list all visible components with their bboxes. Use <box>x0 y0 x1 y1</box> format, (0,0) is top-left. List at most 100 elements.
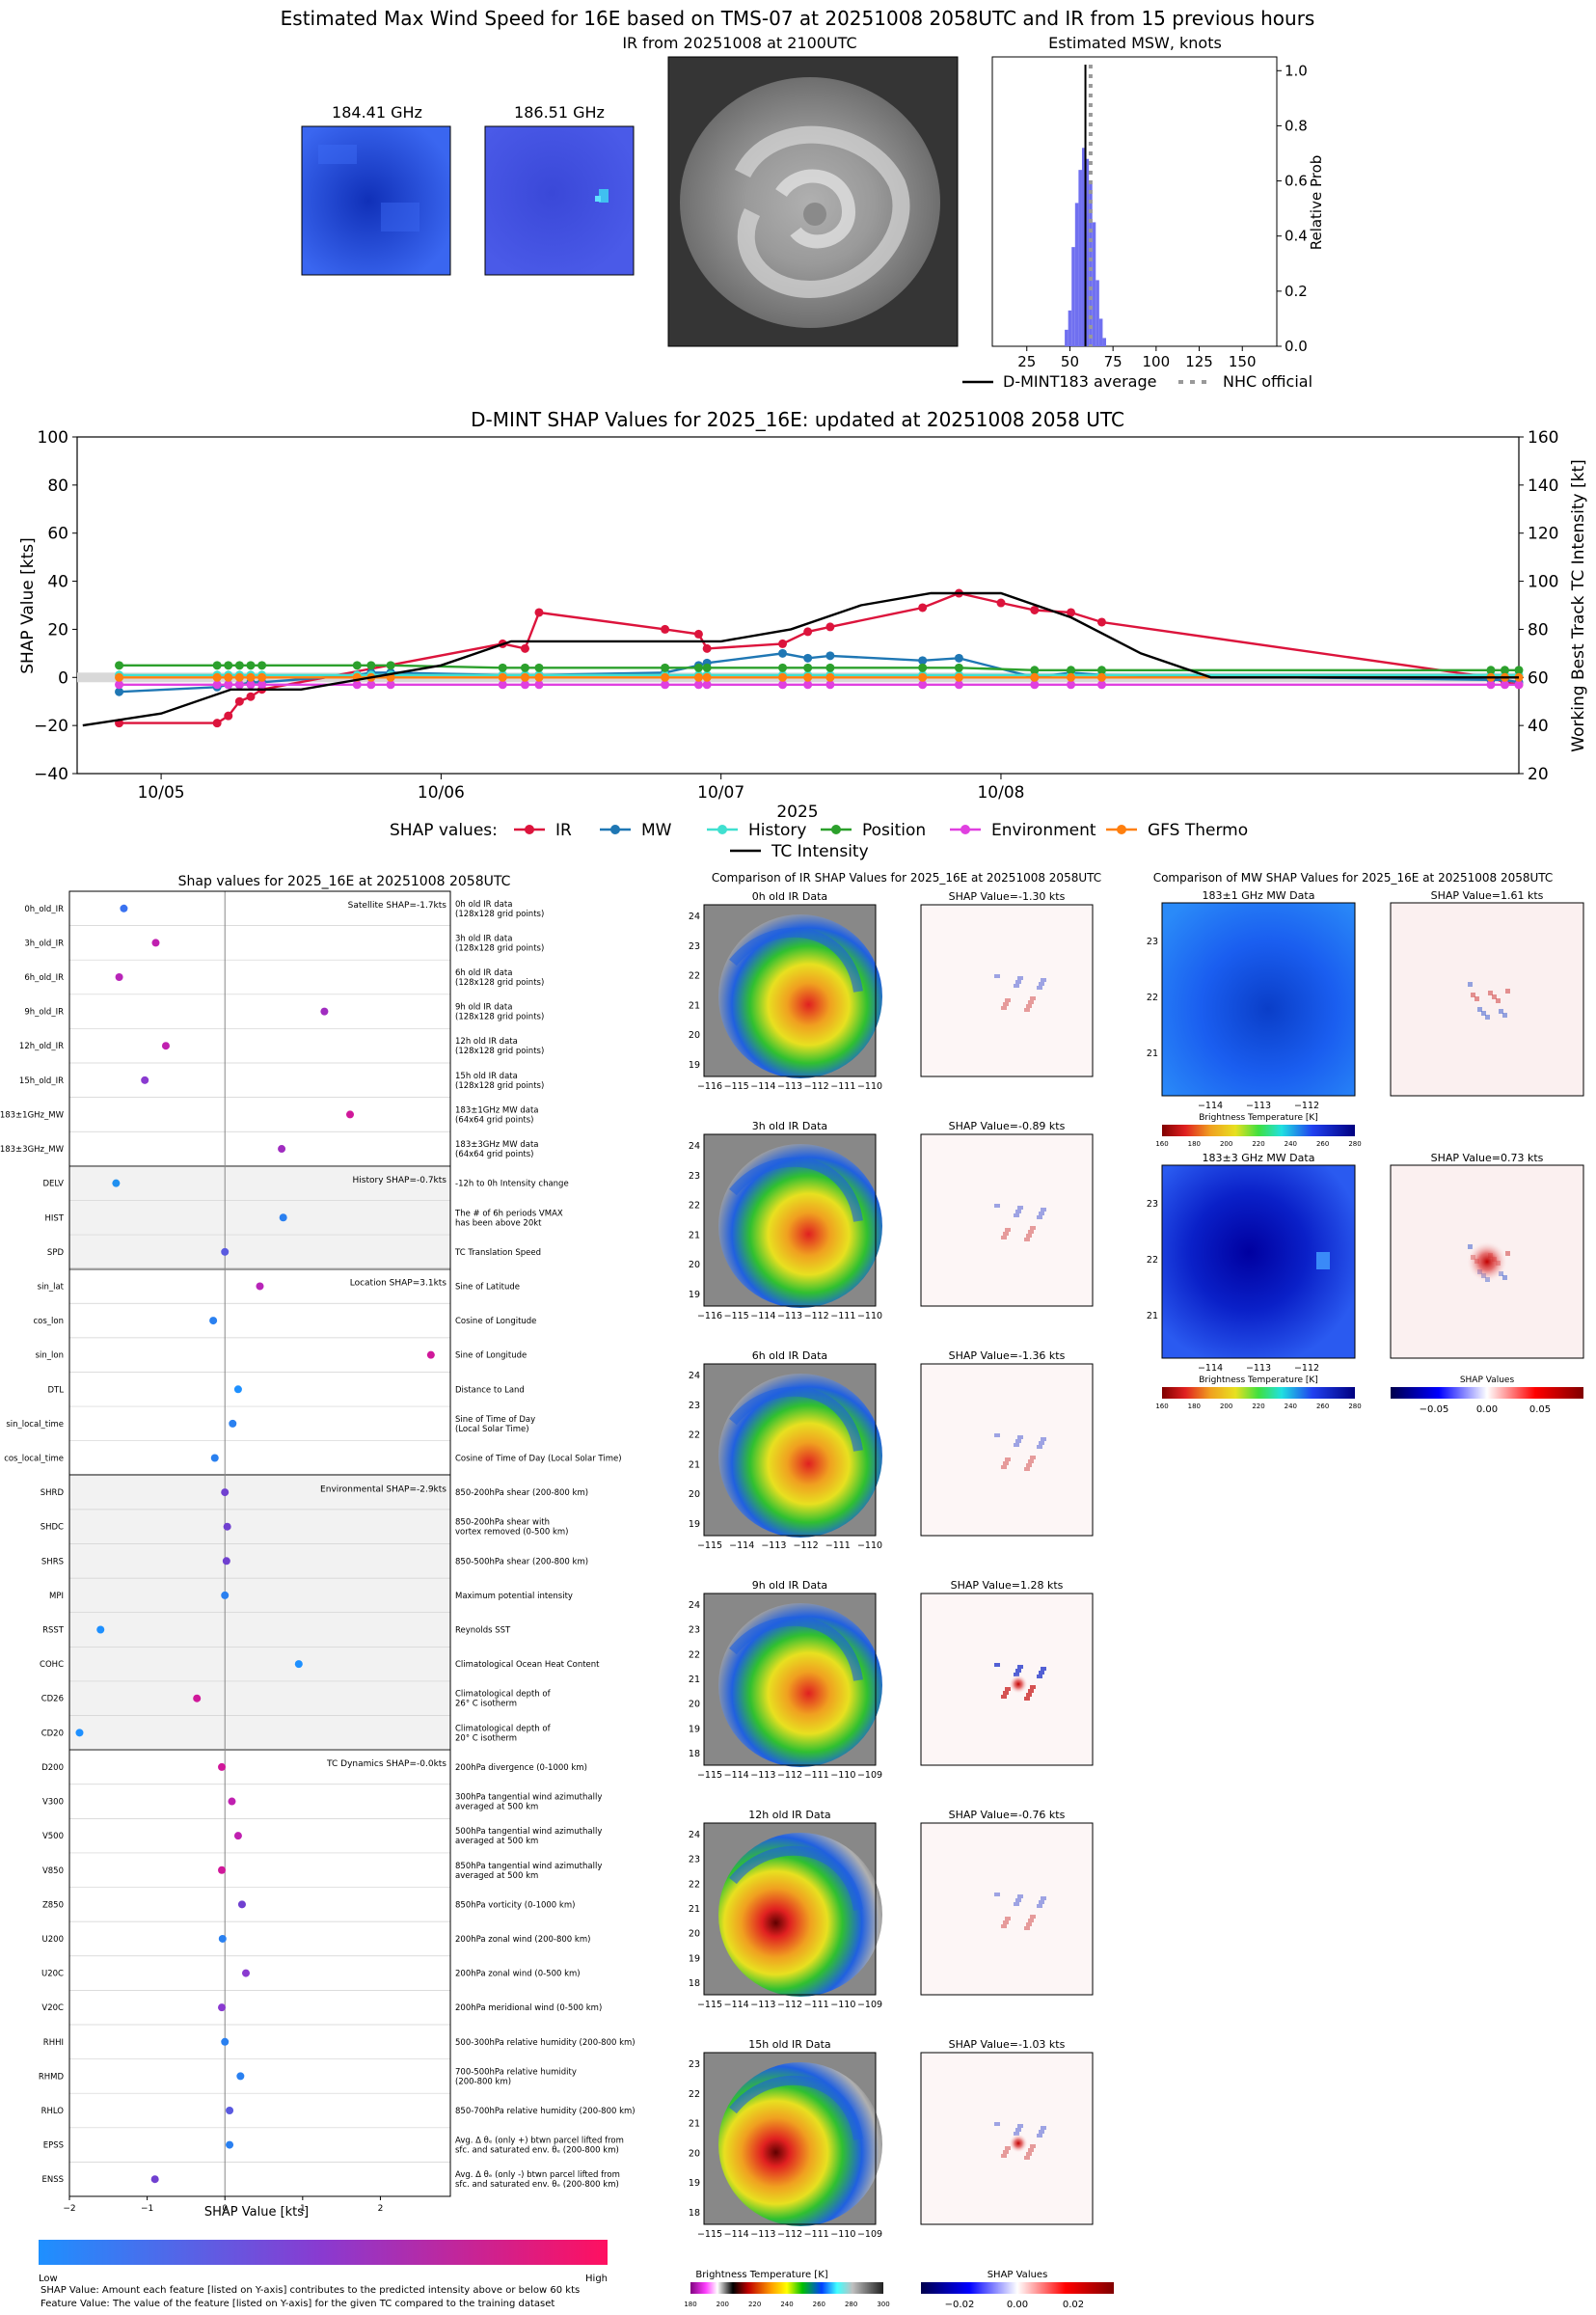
msw-ytick-label-1: 0.2 <box>1285 283 1308 300</box>
shap-feature-name-37: ENSS <box>41 2175 64 2185</box>
ts-legend-label-3: Position <box>862 821 926 840</box>
mw-ytick-0-1: 22 <box>1147 993 1158 1003</box>
ir-shap-speckle-5-4 <box>1041 2126 1046 2130</box>
ir-ytick-4-2: 22 <box>689 1879 700 1890</box>
colorbar-high-label: High <box>585 2274 608 2284</box>
ir-image-storm-1 <box>718 1144 882 1308</box>
ts-ytick-left-label-5: 60 <box>47 525 68 544</box>
ts-ytick-left-label-4: 40 <box>47 573 68 592</box>
shap-point-3 <box>320 1007 329 1016</box>
shap-feature-desc-23-0: Climatological depth of <box>455 1690 552 1700</box>
timeseries-chart: −40 −20 0 20 40 60 80 100 20 40 60 80 100 120 140 160 10… <box>34 428 1558 803</box>
shap-feature-name-25: D200 <box>41 1763 64 1773</box>
shap-feature-name-4: 12h_old_IR <box>19 1042 64 1051</box>
ir-image-frame-4 <box>703 1822 877 1996</box>
ts-ytick-left-label-6: 80 <box>47 477 68 496</box>
mw-ytick-1-0: 23 <box>1147 1199 1158 1210</box>
msw-bar-7 <box>1089 183 1093 346</box>
ts-ytick-left-label-1: −20 <box>34 717 68 736</box>
ir-image-storm-2 <box>718 1374 882 1538</box>
mw-xtick-0-1: −113 <box>1246 1101 1271 1111</box>
ir-xtick-5-5: −110 <box>830 2229 855 2240</box>
shap-point-29 <box>237 1900 246 1909</box>
mw-image-spot-1 <box>1316 1252 1330 1269</box>
mw-shap-speckle-1-0 <box>1468 1244 1473 1249</box>
shap-point-18 <box>223 1522 231 1531</box>
ir-xtick-5-2: −113 <box>750 2229 775 2240</box>
mw-shap-cbar-tick-1: 0.00 <box>1476 1404 1498 1415</box>
shap-point-10 <box>221 1247 230 1256</box>
shap-feature-name-1: 3h_old_IR <box>24 939 64 948</box>
ir-shap-speckle-2-12 <box>1037 1445 1042 1449</box>
ir-shap-speckle-1-12 <box>1037 1215 1042 1219</box>
shap-point-12 <box>209 1317 218 1325</box>
shap-feature-chart: Satellite SHAP=-1.7kts History SHAP=-0.7k… <box>0 890 636 2214</box>
shap-feature-desc-26-1: averaged at 500 km <box>455 1803 538 1812</box>
mw2-title: 186.51 GHz <box>514 103 605 122</box>
ir-shap-speckle-2-1 <box>1030 1456 1036 1459</box>
shap-feature-desc-21-0: Reynolds SST <box>455 1626 511 1636</box>
ir-shap-speckle-2-4 <box>1041 1437 1046 1441</box>
msw-bar-2 <box>1071 247 1075 346</box>
ir-shap-speckle-4-3 <box>1005 1917 1011 1920</box>
ir-row-title-2: 6h old IR Data <box>752 1349 827 1362</box>
ts-point-ir-20 <box>1096 617 1106 627</box>
shap-feature-name-23: CD26 <box>41 1695 64 1704</box>
shap-point-0 <box>120 904 128 912</box>
msw-legend: D-MINT183 average NHC official <box>962 372 1312 391</box>
ir-shap-speckle-4-4 <box>1041 1896 1046 1900</box>
shap-feature-desc-4-1: (128x128 grid points) <box>455 1047 544 1056</box>
ts-point-gfs-thermo-3 <box>234 672 244 682</box>
ir-shap-speckle-3-6 <box>1015 1669 1021 1673</box>
ir-ytick-1-4: 20 <box>689 1260 700 1270</box>
ts-point-environment-19 <box>954 680 963 690</box>
msw-ytick-label-5: 1.0 <box>1285 62 1308 79</box>
ir-ytick-0-4: 20 <box>689 1030 700 1041</box>
ts-point-position-1 <box>212 661 222 670</box>
ir-ytick-5-0: 23 <box>689 2059 700 2070</box>
ir-xtick-1-6: −110 <box>857 1311 882 1321</box>
ts-point-environment-25 <box>1514 680 1524 690</box>
shap-feature-name-13: sin_lon <box>36 1351 64 1361</box>
ts-point-position-25 <box>1514 666 1524 675</box>
ts-point-gfs-thermo-22 <box>1096 672 1106 682</box>
mw-shap-speckle-0-0 <box>1468 982 1473 987</box>
ir-shap-speckle-0-2 <box>1017 976 1023 980</box>
shap-feature-name-20: MPI <box>49 1592 64 1601</box>
ts-legend-label-2: History <box>748 821 806 840</box>
ir-shap-speckle-0-7 <box>1003 1002 1009 1006</box>
ir-shap-speckle-4-12 <box>1037 1904 1042 1908</box>
shap-point-6 <box>346 1110 355 1119</box>
ir-shap-speckle-3-11 <box>1001 1695 1007 1699</box>
shap-feature-name-26: V300 <box>42 1798 64 1808</box>
msw-bar-10 <box>1098 318 1103 346</box>
ir-image-frame-0 <box>703 904 877 1077</box>
ts-point-position-2 <box>224 661 233 670</box>
ts-point-position-12 <box>661 663 670 672</box>
ts-point-position-3 <box>234 661 244 670</box>
shap-feature-name-14: DTL <box>48 1385 65 1395</box>
shap-feature-name-10: SPD <box>47 1248 65 1258</box>
ts-point-position-16 <box>803 663 813 672</box>
ir-xtick-0-3: −113 <box>777 1081 802 1092</box>
ts-point-mw-0 <box>115 687 124 696</box>
ts-point-ir-13 <box>803 627 813 637</box>
msw-bar-0 <box>1065 329 1069 346</box>
ts-legend-marker-2 <box>717 825 727 834</box>
ir-image-frame-5 <box>703 2052 877 2225</box>
ts-point-environment-3 <box>234 680 244 690</box>
ir-shap-core-3 <box>1009 1675 1028 1694</box>
ts-point-environment-4 <box>246 680 256 690</box>
ir-shap-speckle-2-9 <box>1026 1463 1032 1467</box>
shap-feature-desc-36-0: Avg. Δ θₑ (only +) btwn parcel lifted fr… <box>455 2137 624 2146</box>
ir-image-band-0 <box>729 927 863 993</box>
ts-point-mw-17 <box>825 651 835 661</box>
ir-shap-speckle-4-10 <box>1014 1902 1019 1906</box>
ir-shap-speckle-3-0 <box>994 1663 1000 1667</box>
ts-point-position-0 <box>115 661 124 670</box>
shap-group-label-2: Location SHAP=3.1kts <box>350 1279 447 1289</box>
shap-feature-name-15: sin_local_time <box>6 1420 64 1430</box>
legend-nhc-label: NHC official <box>1223 372 1312 391</box>
msw-ytick-label-2: 0.4 <box>1285 228 1308 245</box>
ir-row-title-1: 3h old IR Data <box>752 1120 827 1132</box>
